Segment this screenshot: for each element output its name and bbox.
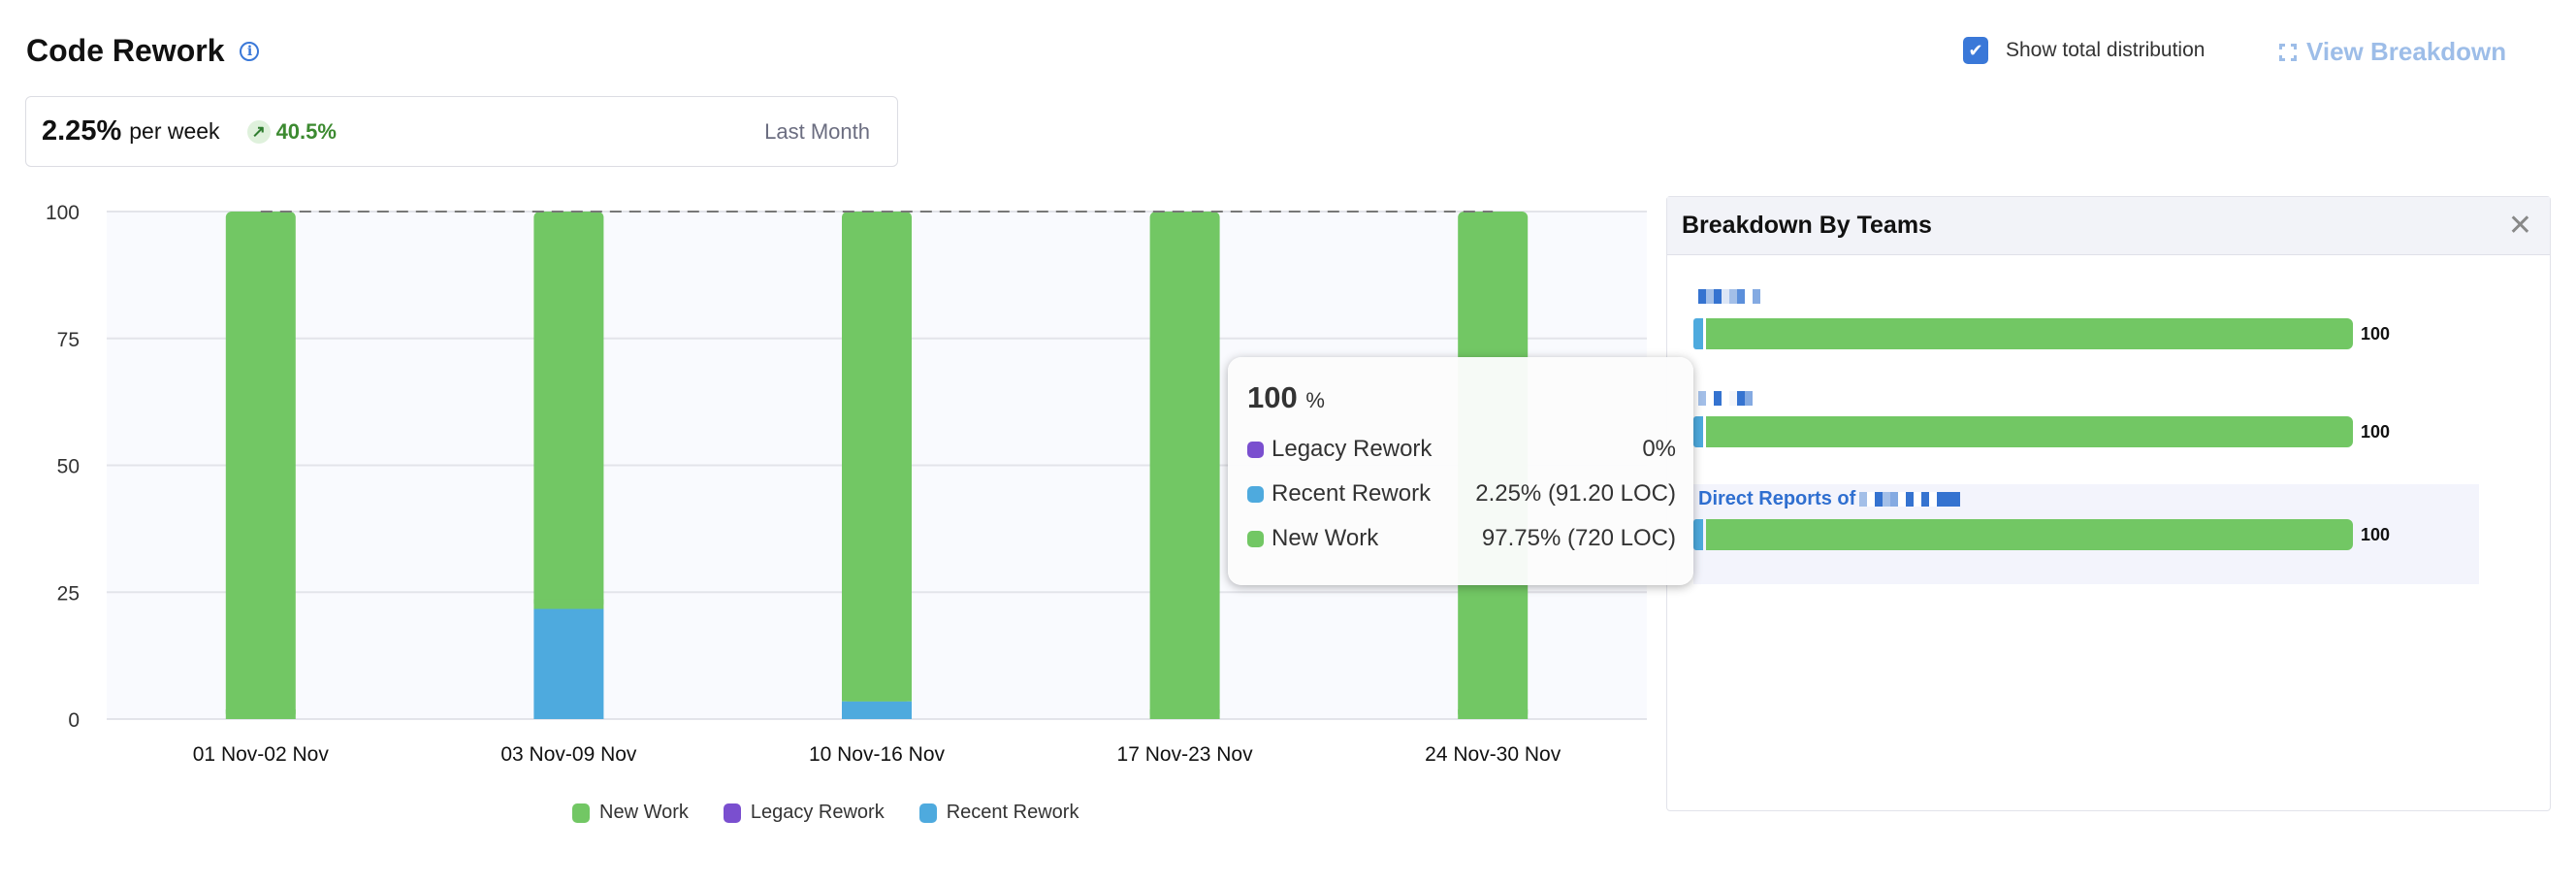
bar-segment-fill <box>1458 709 1529 719</box>
tooltip-label: Legacy Rework <box>1272 436 1433 462</box>
legend-new-work[interactable]: New Work <box>572 802 689 824</box>
team-value: 100 <box>2361 525 2391 544</box>
legend-label: Recent Rework <box>946 802 1079 823</box>
team-value: 100 <box>2361 324 2391 344</box>
title-text: Code Rework <box>26 33 225 68</box>
bar-segment-fill <box>1149 709 1220 719</box>
bar-segment-recent-rework[interactable] <box>533 608 604 719</box>
x-tick-label: 24 Nov-30 Nov <box>1425 743 1562 766</box>
legend-legacy-rework[interactable]: Legacy Rework <box>723 802 885 824</box>
checkbox-checked-icon[interactable]: ✔ <box>1963 37 1988 64</box>
legend-label: Legacy Rework <box>750 802 885 823</box>
period-label: Last Month <box>764 118 870 144</box>
team-name-redacted <box>1859 492 1961 507</box>
x-tick-label: 17 Nov-23 Nov <box>1117 743 1254 766</box>
y-tick-label: 75 <box>57 329 80 351</box>
legend-label: New Work <box>599 802 689 823</box>
legend-swatch <box>723 803 741 823</box>
y-tick-label: 0 <box>68 709 80 732</box>
breakdown-header: Breakdown By Teams ✕ <box>1667 197 2550 255</box>
legend-swatch <box>918 803 937 823</box>
summary-card: 2.25% per week ↗ 40.5% Last Month <box>25 96 898 167</box>
team-name-redacted <box>1698 289 2537 304</box>
team-value: 100 <box>2361 422 2391 442</box>
show-total-label: Show total distribution <box>2006 39 2206 61</box>
trend-badge: ↗ 40.5% <box>246 118 337 145</box>
team-row[interactable]: Direct Reports of 100 <box>1693 488 2537 550</box>
tooltip-row-new: New Work 97.75% (720 LOC) <box>1247 516 1676 561</box>
x-tick-label: 01 Nov-02 Nov <box>193 743 330 766</box>
info-icon[interactable]: i <box>240 41 260 61</box>
bar-segment-new-work[interactable] <box>842 212 912 702</box>
tooltip-value: 0% <box>1642 436 1676 462</box>
legend-swatch <box>572 803 590 823</box>
view-breakdown-label: View Breakdown <box>2306 37 2507 66</box>
tooltip-row-legacy: Legacy Rework 0% <box>1247 427 1676 472</box>
team-name[interactable]: Direct Reports of <box>1698 488 1856 509</box>
close-icon[interactable]: ✕ <box>2507 210 2532 242</box>
y-tick-label: 100 <box>46 202 80 224</box>
team-name-redacted <box>1698 391 2537 406</box>
team-row[interactable]: 100 <box>1693 289 2537 349</box>
bar-segment-new-work[interactable] <box>225 212 296 719</box>
show-total-checkbox[interactable]: ✔ Show total distribution <box>1963 37 2205 64</box>
rework-value: 2.25% <box>42 115 122 147</box>
team-bar[interactable] <box>1693 416 2353 447</box>
bar-segment-recent-rework[interactable] <box>842 701 912 719</box>
tooltip-label: Recent Rework <box>1272 480 1432 507</box>
expand-icon <box>2279 43 2297 61</box>
page-title: Code Rework i <box>26 33 260 69</box>
tooltip-row-recent: Recent Rework 2.25% (91.20 LOC) <box>1247 472 1676 516</box>
bar-segment-new-work[interactable] <box>1149 212 1220 719</box>
team-row[interactable]: 100 <box>1693 391 2537 447</box>
tooltip-value: 97.75% (720 LOC) <box>1481 525 1676 551</box>
tooltip-label: New Work <box>1272 525 1379 551</box>
team-bar[interactable] <box>1693 318 2353 349</box>
legend-recent-rework[interactable]: Recent Rework <box>918 802 1079 824</box>
bar-segment-fill <box>225 709 296 719</box>
arrow-up-right-icon: ↗ <box>246 119 271 144</box>
tooltip-total-value: 100 <box>1247 380 1298 414</box>
tooltip-unit: % <box>1305 388 1325 412</box>
breakdown-panel: Breakdown By Teams ✕ 100 100 Direct Repor… <box>1666 196 2551 811</box>
x-tick-label: 03 Nov-09 Nov <box>500 743 637 766</box>
bar-segment-new-work[interactable] <box>533 212 604 609</box>
rework-unit: per week <box>129 118 220 144</box>
chart-legend: New Work Legacy Rework Recent Rework <box>572 802 1079 824</box>
swatch <box>1247 530 1264 547</box>
x-tick-label: 10 Nov-16 Nov <box>809 743 946 766</box>
trend-value: 40.5% <box>275 118 337 144</box>
team-bar[interactable] <box>1693 519 2353 550</box>
chart-tooltip: 100 % Legacy Rework 0% Recent Rework 2.25%… <box>1228 357 1693 585</box>
tooltip-total: 100 % <box>1247 380 1676 415</box>
breakdown-title: Breakdown By Teams <box>1682 212 1932 239</box>
swatch <box>1247 441 1264 458</box>
y-tick-label: 50 <box>57 456 80 478</box>
bar-segment-fill <box>842 691 912 702</box>
tooltip-value: 2.25% (91.20 LOC) <box>1475 480 1676 507</box>
bar-segment-fill <box>533 599 604 609</box>
y-tick-label: 25 <box>57 582 80 605</box>
swatch <box>1247 485 1264 503</box>
view-breakdown-button[interactable]: View Breakdown <box>2279 37 2506 67</box>
